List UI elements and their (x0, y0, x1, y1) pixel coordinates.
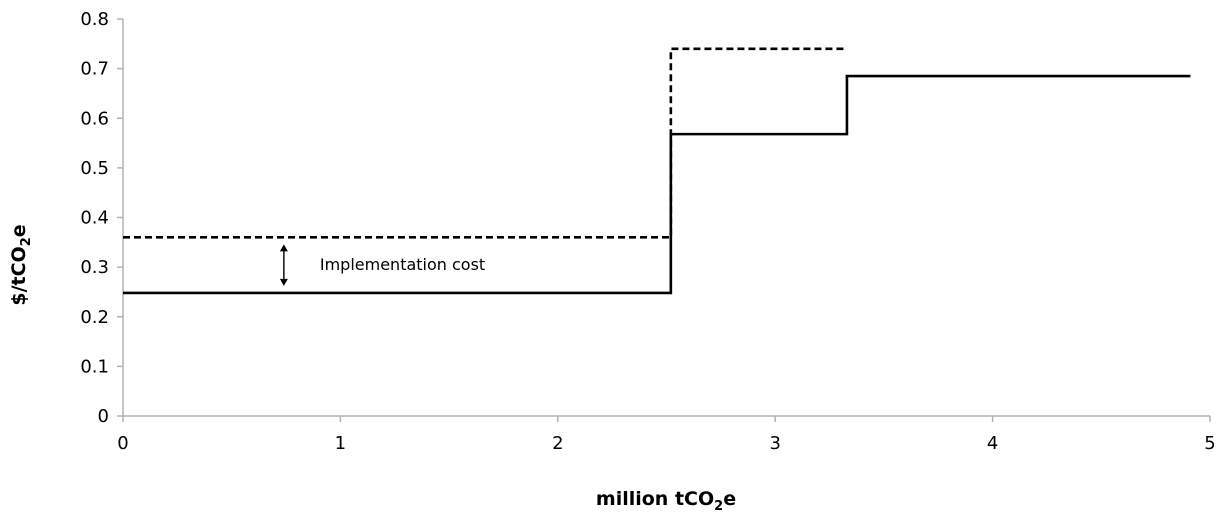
x-tick-label: 1 (335, 433, 346, 454)
y-tick-label: 0 (98, 406, 109, 427)
series-line-dashed (123, 47, 847, 239)
x-tick-label: 3 (769, 433, 780, 454)
x-tick-label: 2 (552, 433, 563, 454)
y-tick-label: 0.2 (80, 307, 109, 328)
y-axis-title: $/tCO2e (8, 224, 34, 305)
x-tick-label: 0 (117, 433, 128, 454)
annotation-arrowhead-down (279, 278, 288, 286)
series-line-solid (123, 74, 1191, 295)
x-axis-title: million tCO2e (596, 488, 736, 514)
y-tick-label: 0.7 (80, 59, 109, 80)
y-tick-label: 0.1 (80, 356, 109, 377)
y-tick-label: 0.8 (80, 9, 109, 30)
y-tick-label: 0.4 (80, 208, 109, 229)
series-layer (123, 47, 1191, 295)
annotation-arrowhead-up (279, 244, 288, 252)
ticks-layer: 0 0.1 0.2 0.3 0.4 0.5 0.6 0.7 0.8 0 1 2 3 4 5 (80, 9, 1215, 454)
annotation-layer: Implementation cost (279, 244, 485, 286)
x-tick-label: 4 (987, 433, 998, 454)
y-tick-label: 0.6 (80, 108, 109, 129)
annotation-label: Implementation cost (320, 255, 485, 274)
x-tick-label: 5 (1204, 433, 1215, 454)
y-tick-label: 0.5 (80, 158, 109, 179)
y-tick-label: 0.3 (80, 257, 109, 278)
